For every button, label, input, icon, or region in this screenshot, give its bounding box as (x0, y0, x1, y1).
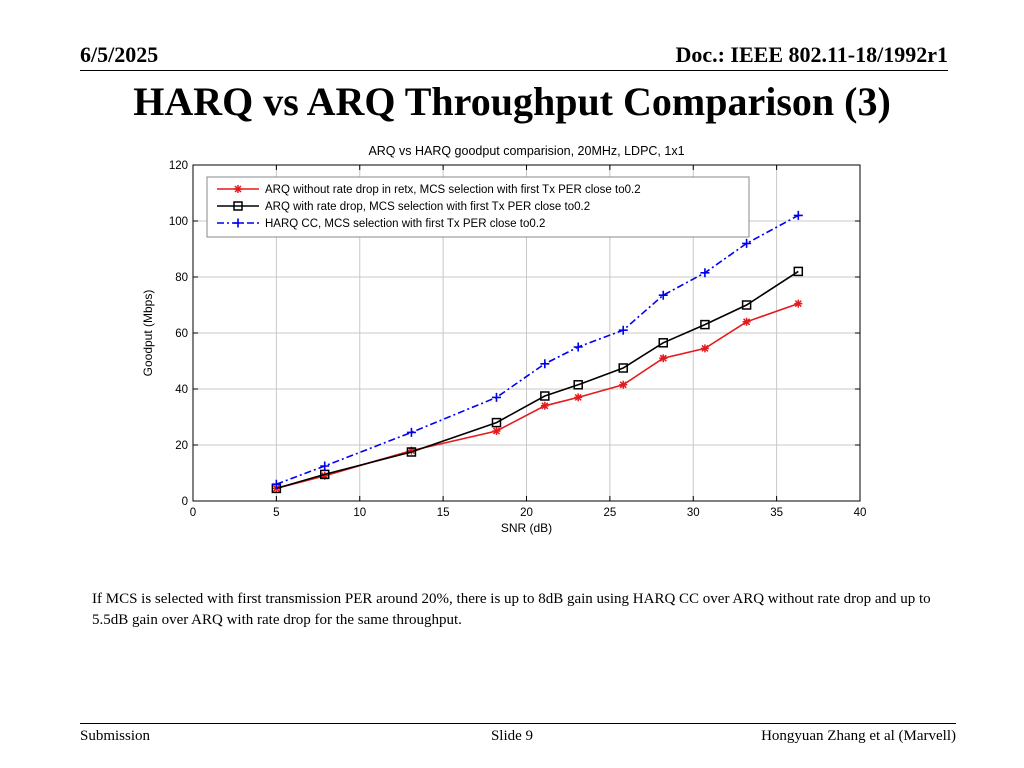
header-date: 6/5/2025 (80, 42, 159, 67)
data-point (742, 238, 752, 248)
series-line (276, 270, 799, 490)
x-axis-label: SNR (dB) (501, 521, 552, 535)
data-point (618, 363, 628, 373)
legend-swatch-marker (233, 218, 243, 228)
data-point (659, 354, 668, 363)
data-point (658, 338, 668, 348)
data-point (540, 359, 550, 369)
x-tick-label: 25 (603, 507, 616, 519)
data-point (320, 461, 330, 471)
y-tick-label: 120 (169, 160, 188, 172)
data-point (406, 427, 416, 437)
data-point (573, 380, 583, 390)
legend-swatch-marker (233, 201, 243, 211)
data-point (619, 380, 628, 389)
data-point (618, 325, 628, 335)
legend-swatch-marker (234, 185, 242, 193)
series-line (276, 302, 799, 490)
data-point (658, 290, 668, 300)
data-point (794, 299, 803, 308)
legend-label: ARQ with rate drop, MCS selection with f… (265, 201, 590, 213)
goodput-chart: 0 5 10 15 20 25 30 35 40 0 20 40 60 80 100 120 ARQ vs H… (141, 144, 867, 535)
series-3 (271, 210, 803, 489)
chart-ticks: 0 5 10 15 20 25 30 35 40 0 20 40 60 80 100 120 (169, 160, 867, 519)
header-divider (80, 70, 948, 71)
data-point (573, 342, 583, 352)
data-point (741, 300, 752, 310)
data-point (406, 447, 417, 457)
x-tick-label: 35 (770, 507, 783, 519)
data-point (700, 268, 710, 278)
series-2 (271, 266, 804, 494)
data-point (320, 471, 329, 480)
chart-legend: ARQ without rate drop in retx, MCS selec… (206, 176, 750, 238)
data-point (492, 427, 501, 435)
y-tick-label: 60 (175, 328, 188, 340)
slide-title: HARQ vs ARQ Throughput Comparison (3) (133, 79, 891, 124)
x-tick-label: 30 (687, 507, 700, 519)
slide-body-text: If MCS is selected with first transmissi… (92, 591, 931, 628)
x-tick-label: 5 (273, 507, 279, 519)
x-tick-label: 10 (353, 507, 366, 519)
data-point (742, 317, 751, 326)
data-point (407, 446, 416, 455)
y-axis-label: Goodput (Mbps) (141, 290, 155, 377)
x-tick-label: 40 (854, 507, 867, 519)
data-point (271, 479, 281, 489)
series-1 (272, 299, 803, 493)
footer-author: Hongyuan Zhang et al (Marvell) (761, 728, 956, 744)
data-point (491, 392, 501, 402)
series-line (276, 214, 799, 485)
data-point (700, 319, 710, 330)
data-point (793, 266, 804, 277)
data-point (491, 417, 502, 428)
footer-slide-number: Slide 9 (490, 728, 534, 744)
x-tick-label: 15 (437, 507, 450, 519)
legend-box (206, 176, 750, 238)
y-tick-label: 20 (175, 440, 188, 452)
data-point (574, 393, 583, 402)
data-point (540, 391, 550, 401)
y-tick-label: 100 (169, 216, 188, 228)
data-point (793, 210, 803, 220)
legend-label: ARQ without rate drop in retx, MCS selec… (265, 184, 641, 196)
data-point (700, 344, 709, 353)
header-doc-id: Doc.: IEEE 802.11-18/1992r1 (675, 42, 948, 67)
chart-title: ARQ vs HARQ goodput comparision, 20MHz, … (368, 144, 684, 158)
y-tick-label: 80 (175, 272, 188, 284)
footer-submission: Submission (80, 728, 151, 744)
x-tick-label: 0 (190, 507, 196, 519)
footer-divider (80, 723, 956, 724)
y-tick-label: 0 (182, 496, 188, 508)
data-point (540, 401, 549, 410)
x-tick-label: 20 (520, 507, 533, 519)
y-tick-label: 40 (175, 384, 188, 396)
legend-label: HARQ CC, MCS selection with first Tx PER… (265, 218, 545, 230)
chart-series (271, 210, 804, 494)
